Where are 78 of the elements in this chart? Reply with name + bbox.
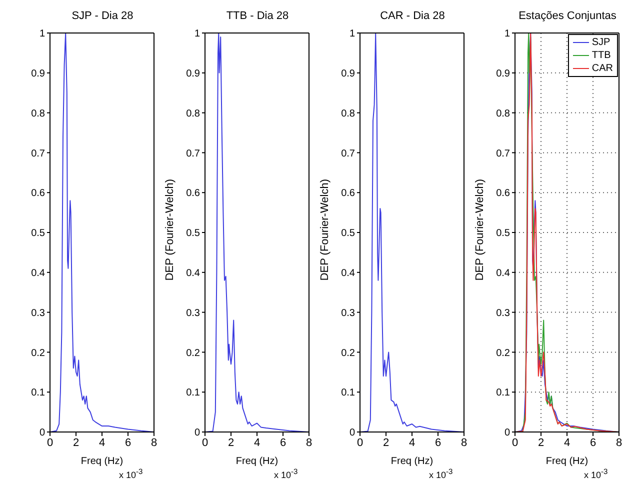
text: x 10$^{-3}$ <box>429 467 453 480</box>
y-tick-label: 0 <box>194 428 200 439</box>
y-tick-label: 0.3 <box>341 308 356 319</box>
y-tick-label: 0.4 <box>186 268 200 279</box>
text: x 10$^{-3}$ <box>274 467 298 480</box>
x-tick-label: 2 <box>538 436 544 449</box>
y-tick-label: 0.5 <box>31 228 46 240</box>
y-tick-label: 1 <box>349 28 356 40</box>
y-tick-label: 0.9 <box>341 68 356 80</box>
y-tick-label: 0.1 <box>31 388 46 399</box>
x-tick-label: 6 <box>280 436 286 449</box>
y-tick-label: 0.3 <box>31 308 46 319</box>
x-tick-label: 8 <box>150 436 158 449</box>
chart-title: CAR - Dia 28 <box>379 10 446 22</box>
y-tick-label: 1 <box>504 28 510 40</box>
y-tick-label: 0.6 <box>31 188 46 200</box>
y-tick-label: 0.5 <box>496 228 510 240</box>
y-tick-label: 0.7 <box>186 148 200 160</box>
y-tick-label: 0.5 <box>341 228 356 240</box>
y-tick-label: 0.1 <box>341 388 356 399</box>
x-tick-label: 6 <box>590 436 596 449</box>
y-tick-label: 0.8 <box>496 108 510 120</box>
text: x 10$^{-3}$ <box>584 467 608 480</box>
y-tick-label: 0.9 <box>31 68 46 80</box>
y-tick-label: 0.2 <box>496 348 510 359</box>
x-tick-label: 4 <box>408 436 416 449</box>
x-tick-label: 8 <box>616 436 622 449</box>
chart-title: Estações Conjuntas <box>518 10 618 22</box>
y-tick-label: 0.8 <box>31 108 46 120</box>
y-tick-label: 0.2 <box>31 348 46 359</box>
x-tick-label: 4 <box>98 436 106 449</box>
y-tick-label: 0 <box>349 428 356 439</box>
text: x 10$^{-3}$ <box>119 467 143 480</box>
y-tick-label: 0.7 <box>31 148 46 160</box>
y-tick-label: 0.4 <box>31 268 46 279</box>
chart-title: TTB - Dia 28 <box>225 10 290 22</box>
y-tick-label: 0.8 <box>186 108 200 120</box>
x-tick-label: 4 <box>564 436 570 449</box>
y-tick-label: 0.7 <box>341 148 356 160</box>
x-tick-label: 2 <box>382 436 390 449</box>
x-axis-title: Freq (Hz) <box>546 456 588 467</box>
y-tick-label: 0.9 <box>496 68 510 80</box>
x-tick-label: 8 <box>306 436 312 449</box>
y-tick-label: 0.4 <box>496 268 510 279</box>
y-tick-label: 0.5 <box>186 228 200 240</box>
x-axis-title: Freq (Hz) <box>80 456 124 467</box>
y-axis-title: DEP (Fourier-Welch) <box>474 179 486 281</box>
y-tick-label: 0 <box>39 428 46 439</box>
y-tick-label: 0.6 <box>341 188 356 200</box>
y-tick-label: 1 <box>194 28 200 40</box>
y-tick-label: 1 <box>39 28 46 40</box>
x-tick-label: 6 <box>124 436 132 449</box>
legend-label: TTB <box>592 49 611 62</box>
x-tick-label: 2 <box>228 436 234 449</box>
x-axis-title: Freq (Hz) <box>390 456 434 467</box>
x-tick-label: 2 <box>72 436 80 449</box>
y-axis-title: DEP (Fourier-Welch) <box>319 179 331 281</box>
y-tick-label: 0.3 <box>496 308 510 319</box>
y-tick-label: 0.6 <box>186 188 200 200</box>
y-tick-label: 0.1 <box>186 388 200 399</box>
x-tick-label: 6 <box>434 436 442 449</box>
y-tick-label: 0.3 <box>186 308 200 319</box>
y-axis-title: DEP (Fourier-Welch) <box>164 179 176 281</box>
y-tick-label: 0.2 <box>341 348 356 359</box>
y-tick-label: 0.6 <box>496 188 510 200</box>
legend-label: SJP <box>592 36 610 49</box>
x-tick-label: 8 <box>460 436 468 449</box>
x-axis-title: Freq (Hz) <box>236 456 278 467</box>
y-tick-label: 0 <box>504 428 510 439</box>
y-tick-label: 0.2 <box>186 348 200 359</box>
legend-label: CAR <box>592 62 613 75</box>
y-tick-label: 0.8 <box>341 108 356 120</box>
y-tick-label: 0.4 <box>341 268 356 279</box>
chart-title: SJP - Dia 28 <box>70 10 134 22</box>
y-tick-label: 0.1 <box>496 388 510 399</box>
y-tick-label: 0.9 <box>186 68 200 80</box>
x-tick-label: 4 <box>254 436 260 449</box>
y-tick-label: 0.7 <box>496 148 510 160</box>
